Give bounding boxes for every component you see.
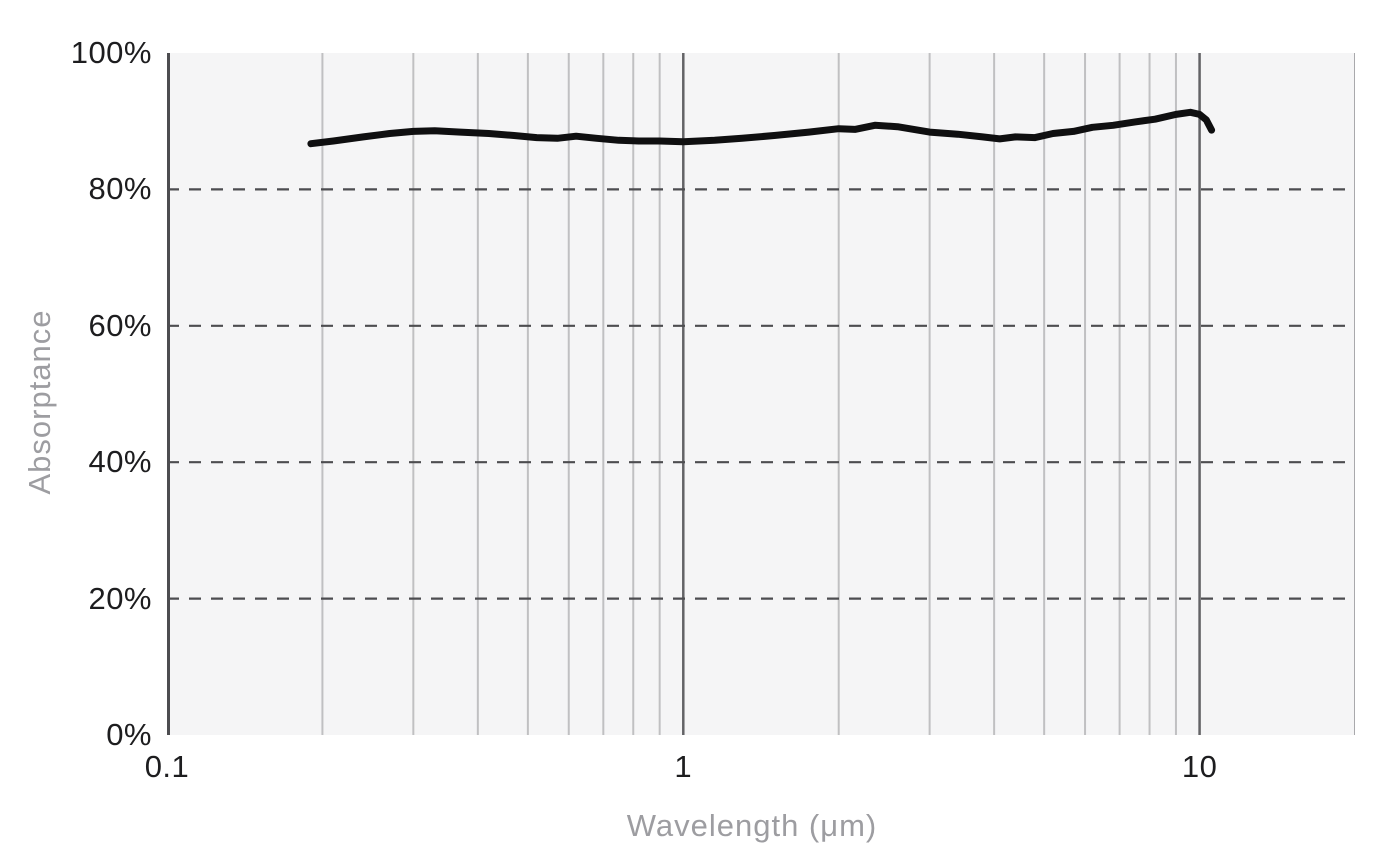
absorptance-series-line	[307, 108, 1216, 148]
y-tick-label: 0%	[106, 717, 152, 752]
chart-plot-svg	[167, 53, 1355, 735]
x-tick-label: 10	[1181, 749, 1218, 784]
y-tick-label: 40%	[88, 444, 152, 480]
y-tick-label: 100%	[70, 35, 152, 70]
x-axis-title: Wavelength (μm)	[626, 808, 878, 843]
x-tick-label: 1	[674, 749, 693, 784]
y-axis-title: Absorptance	[22, 309, 57, 495]
x-tick-label: 0.1	[144, 749, 190, 784]
y-tick-label: 80%	[88, 171, 152, 207]
plot-area	[167, 53, 1355, 735]
y-tick-label: 20%	[88, 580, 152, 616]
y-tick-label: 60%	[88, 307, 152, 343]
